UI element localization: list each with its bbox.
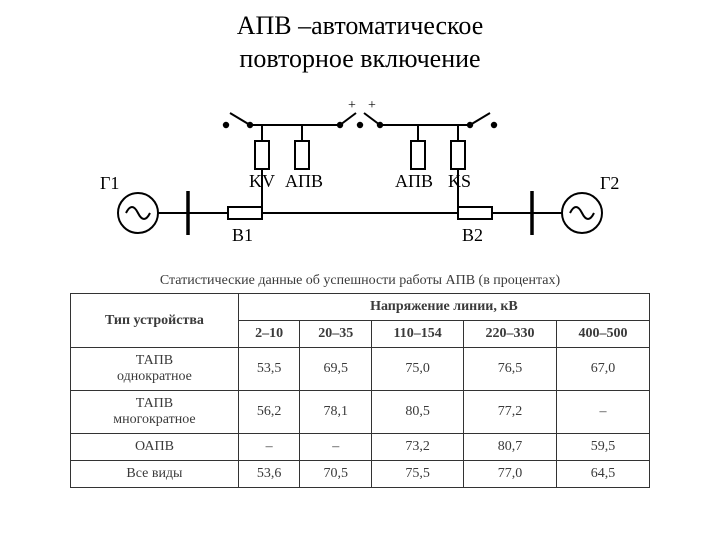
cell: 53,6 [238,461,299,488]
label-ks: KS [448,171,471,191]
cell: – [557,391,650,434]
col-3: 220–330 [464,321,557,348]
header-voltage-group: Напряжение линии, кВ [238,294,649,321]
cell: 75,0 [372,348,464,391]
label-b2: B2 [462,225,483,245]
circuit-svg: Г1 Г2 B1 B2 KV AПB AПB KS + + [80,93,640,263]
col-1: 20–35 [300,321,372,348]
cell: 76,5 [464,348,557,391]
table-header-row-1: Тип устройства Напряжение линии, кВ [71,294,650,321]
label-plus1: + [348,98,356,113]
row-label: ТАПВ многократное [71,391,239,434]
cell: – [238,434,299,461]
cell: 59,5 [557,434,650,461]
cell: 77,2 [464,391,557,434]
label-apv2: AПB [395,171,433,191]
table-row: ТАПВ однократное 53,5 69,5 75,0 76,5 67,… [71,348,650,391]
col-0: 2–10 [238,321,299,348]
label-b1: B1 [232,225,253,245]
stats-table: Тип устройства Напряжение линии, кВ 2–10… [70,293,650,488]
title-line-1: АПВ –автоматическое [237,11,483,40]
cell: 56,2 [238,391,299,434]
row-label: ТАПВ однократное [71,348,239,391]
cell: – [300,434,372,461]
title-line-2: повторное включение [239,44,480,73]
cell: 64,5 [557,461,650,488]
row-label: ОАПВ [71,434,239,461]
table-row: ОАПВ – – 73,2 80,7 59,5 [71,434,650,461]
cell: 78,1 [300,391,372,434]
cell: 70,5 [300,461,372,488]
label-g2: Г2 [600,173,619,193]
cell: 80,7 [464,434,557,461]
table-row: Все виды 53,6 70,5 75,5 77,0 64,5 [71,461,650,488]
cell: 53,5 [238,348,299,391]
cell: 80,5 [372,391,464,434]
table-caption: Статистические данные об успешности рабо… [0,273,720,289]
label-g1: Г1 [100,173,119,193]
col-4: 400–500 [557,321,650,348]
cell: 73,2 [372,434,464,461]
col-2: 110–154 [372,321,464,348]
cell: 67,0 [557,348,650,391]
label-apv1: AПB [285,171,323,191]
row-label: Все виды [71,461,239,488]
label-plus2: + [368,98,376,113]
label-kv: KV [249,171,275,191]
table-row: ТАПВ многократное 56,2 78,1 80,5 77,2 – [71,391,650,434]
header-device-type: Тип устройства [71,294,239,348]
cell: 69,5 [300,348,372,391]
circuit-diagram: Г1 Г2 B1 B2 KV AПB AПB KS + + [0,93,720,263]
cell: 77,0 [464,461,557,488]
page-title: АПВ –автоматическое повторное включение [0,0,720,75]
cell: 75,5 [372,461,464,488]
